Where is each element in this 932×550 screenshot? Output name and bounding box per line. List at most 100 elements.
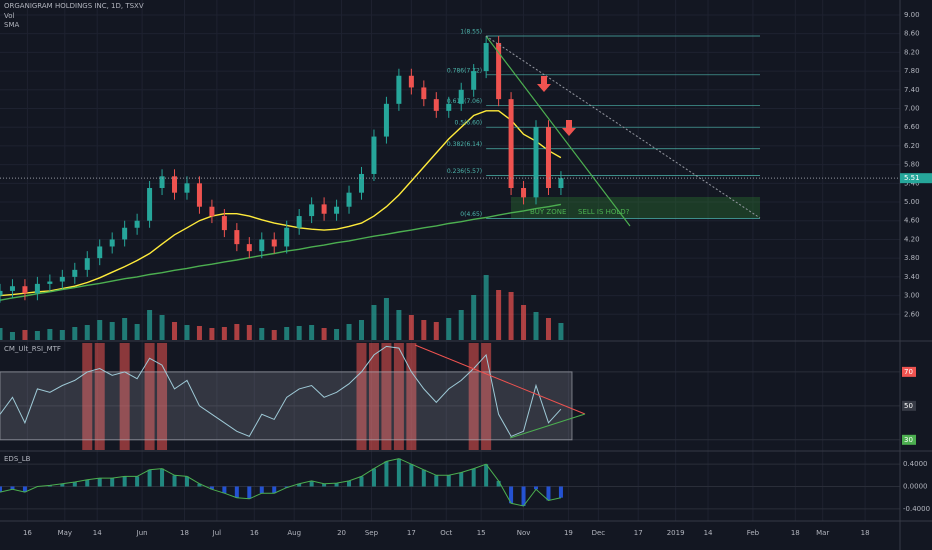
y-tick-label: 7.40 [904, 86, 920, 94]
candle-body [9, 286, 15, 291]
trend-line-dotted [485, 35, 761, 219]
eds-bar [409, 464, 414, 487]
eds-bar [334, 483, 339, 487]
candle-body [59, 276, 65, 282]
volume-bar [309, 325, 315, 340]
volume-bar [433, 322, 439, 340]
volume-bar [371, 305, 377, 340]
rsi-trend-line [414, 344, 586, 415]
candle-body [246, 244, 252, 252]
candle-body [234, 230, 240, 245]
candle-body [0, 290, 3, 296]
y-tick-label: 5.80 [904, 161, 920, 169]
candle-body [122, 227, 128, 240]
volume-bar [0, 328, 3, 340]
x-tick-label: Jun [136, 529, 148, 537]
volume-bar [483, 275, 489, 340]
y-tick-label: 4.20 [904, 235, 920, 243]
eds-bar [97, 478, 102, 487]
candle-body [184, 183, 190, 193]
candle-body [483, 43, 489, 72]
candle-body [271, 239, 277, 247]
x-tick-label: 18 [180, 529, 189, 537]
eds-bar [434, 475, 439, 487]
rsi-tick-label: 50 [904, 402, 913, 410]
buy-zone [511, 197, 760, 218]
eds-bar [484, 464, 489, 487]
volume-bar [196, 326, 202, 340]
eds-bar [22, 486, 27, 493]
eds-bar [546, 486, 551, 501]
x-tick-label: 14 [93, 529, 102, 537]
arrow [562, 120, 576, 136]
last-price-label: 5.51 [904, 174, 920, 182]
eds-bar [384, 461, 389, 487]
candle-body [284, 227, 290, 247]
rsi-tick-box [902, 366, 916, 377]
volume-bar [209, 328, 215, 340]
y-tick-label: 3.00 [904, 292, 920, 300]
candle-body [471, 71, 477, 90]
volume-bar [296, 326, 302, 340]
eds-bar [421, 469, 426, 487]
volume-bar [358, 320, 364, 340]
volume-bar [9, 332, 15, 340]
candle-body [446, 103, 452, 111]
volume-bar [22, 330, 28, 340]
eds-bar [297, 483, 302, 487]
candle-body [309, 204, 315, 217]
trend-line [485, 35, 631, 227]
eds-bar [471, 468, 476, 487]
eds-bar [209, 486, 214, 490]
y-tick-label: 6.60 [904, 123, 920, 131]
eds-tick-label: -0.4000 [903, 505, 930, 513]
eds-bar [534, 486, 539, 490]
eds-bar [359, 476, 364, 487]
x-tick-label: 15 [477, 529, 486, 537]
rsi-zone [481, 343, 492, 450]
eds-bar [322, 483, 327, 487]
candle-body [334, 206, 340, 214]
eds-bar [446, 475, 451, 487]
candle-body [396, 75, 402, 104]
candle-body [321, 204, 327, 214]
indicator-label: Vol [4, 12, 15, 20]
candle-body [508, 99, 514, 189]
y-tick-label: 8.60 [904, 30, 920, 38]
eds-bar [47, 485, 52, 487]
rsi-zone [356, 343, 367, 450]
eds-bar [272, 486, 277, 494]
fib-label: 0.618(7.06) [447, 98, 482, 105]
annotation: BUY ZONE [530, 208, 566, 216]
volume-bar [72, 327, 78, 340]
eds-bar [160, 468, 165, 487]
candle-body [458, 89, 464, 104]
eds-bar [184, 476, 189, 487]
eds-bar [459, 472, 464, 487]
x-tick-label: 16 [23, 529, 32, 537]
volume-bar [84, 325, 90, 340]
volume-bar [446, 318, 452, 340]
arrow [537, 76, 551, 92]
eds-bar [122, 476, 127, 487]
rsi-zone [381, 343, 392, 450]
candle-body [421, 87, 427, 100]
candle-body [221, 216, 227, 231]
candle-body [47, 281, 53, 284]
pane-title: EDS_LB [4, 455, 31, 463]
eds-tick-label: 0.4000 [903, 460, 928, 468]
candle-body [209, 206, 215, 217]
eds-bar [147, 469, 152, 487]
sma-line [0, 110, 562, 297]
rsi-zone [82, 343, 93, 450]
y-tick-label: 7.00 [904, 105, 920, 113]
chart-title: ORGANIGRAM HOLDINGS INC, 1D, TSXV [4, 2, 144, 10]
rsi-zone [144, 343, 155, 450]
volume-bar [396, 310, 402, 340]
eds-bar [197, 483, 202, 487]
candle-body [147, 188, 153, 221]
volume-bar [109, 322, 115, 340]
eds-bar [60, 483, 65, 487]
